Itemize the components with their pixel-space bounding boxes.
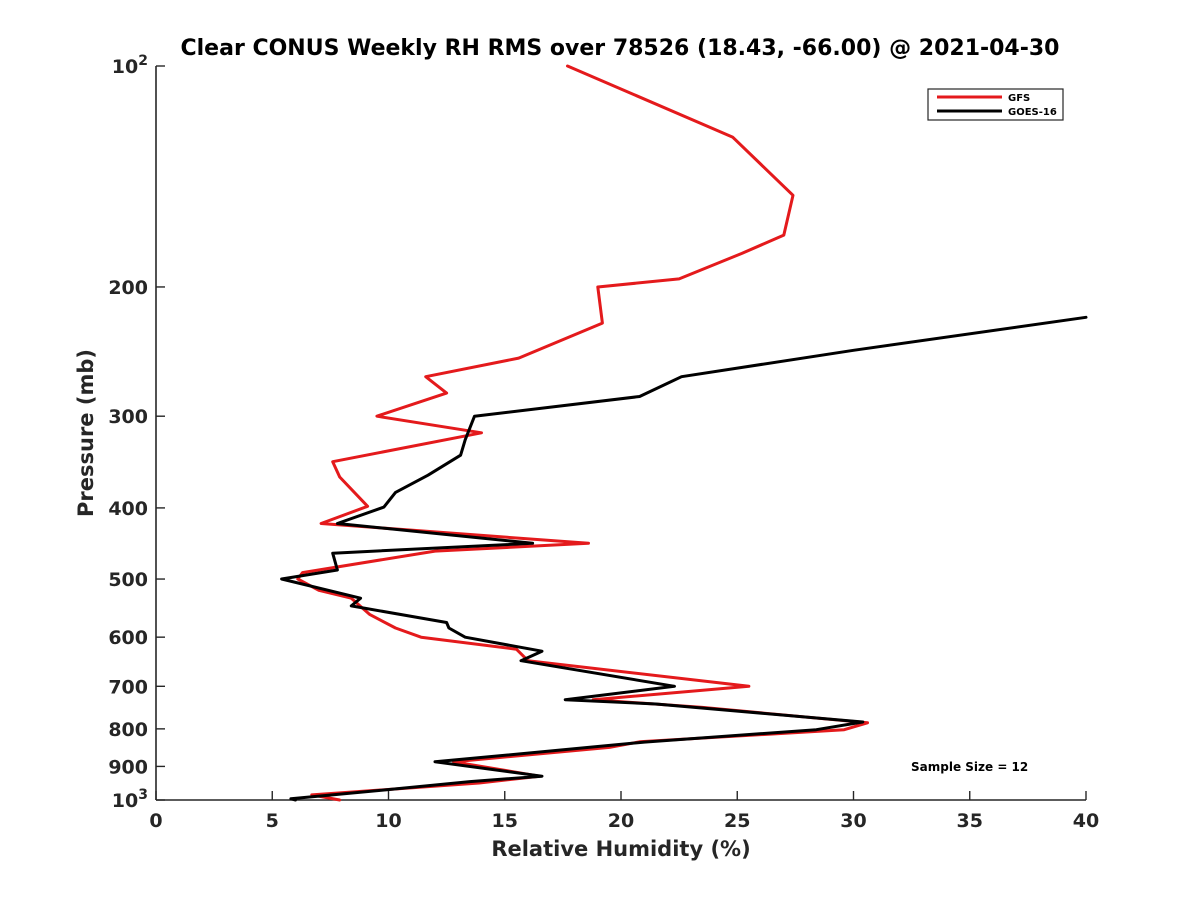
legend-label-gfs: GFS <box>1008 93 1030 104</box>
legend-label-goes16: GOES-16 <box>1008 107 1057 118</box>
y-axis-label: Pressure (mb) <box>74 349 98 517</box>
y-axis-ticks: 102 200 300 400 500 600 700 800 900 103 <box>108 53 165 812</box>
y-tick-label: 600 <box>108 627 148 649</box>
series-layer <box>280 64 1088 802</box>
x-tick-label: 30 <box>840 810 866 832</box>
x-tick-label: 0 <box>149 810 162 832</box>
x-tick-label: 10 <box>375 810 401 832</box>
x-tick-label: 15 <box>492 810 518 832</box>
plot-background <box>156 66 1086 800</box>
legend-box <box>927 88 1064 121</box>
x-axis-label: Relative Humidity (%) <box>491 837 750 861</box>
x-tick-label: 35 <box>957 810 983 832</box>
y-tick-label: 103 <box>112 787 148 812</box>
x-tick-label: 20 <box>608 810 634 832</box>
x-tick-label: 25 <box>724 810 750 832</box>
y-tick-label: 900 <box>108 756 148 778</box>
legend: GFS GOES-16 <box>927 88 1064 121</box>
chart-title: Clear CONUS Weekly RH RMS over 78526 (18… <box>181 36 1060 61</box>
y-tick-label: 200 <box>108 277 148 299</box>
plot-area <box>155 64 1088 802</box>
y-tick-label: 500 <box>108 569 148 591</box>
sample-size-annotation: Sample Size = 12 <box>911 760 1028 774</box>
x-tick-label: 40 <box>1073 810 1099 832</box>
y-tick-label: 700 <box>108 676 148 698</box>
series-line-goes16 <box>280 315 1088 802</box>
y-tick-label: 102 <box>112 53 148 78</box>
x-axis-ticks: 0 5 10 15 20 25 30 35 40 <box>149 791 1099 832</box>
x-tick-label: 5 <box>266 810 279 832</box>
y-tick-label: 300 <box>108 406 148 428</box>
y-tick-label: 800 <box>108 719 148 741</box>
y-tick-label: 400 <box>108 498 148 520</box>
